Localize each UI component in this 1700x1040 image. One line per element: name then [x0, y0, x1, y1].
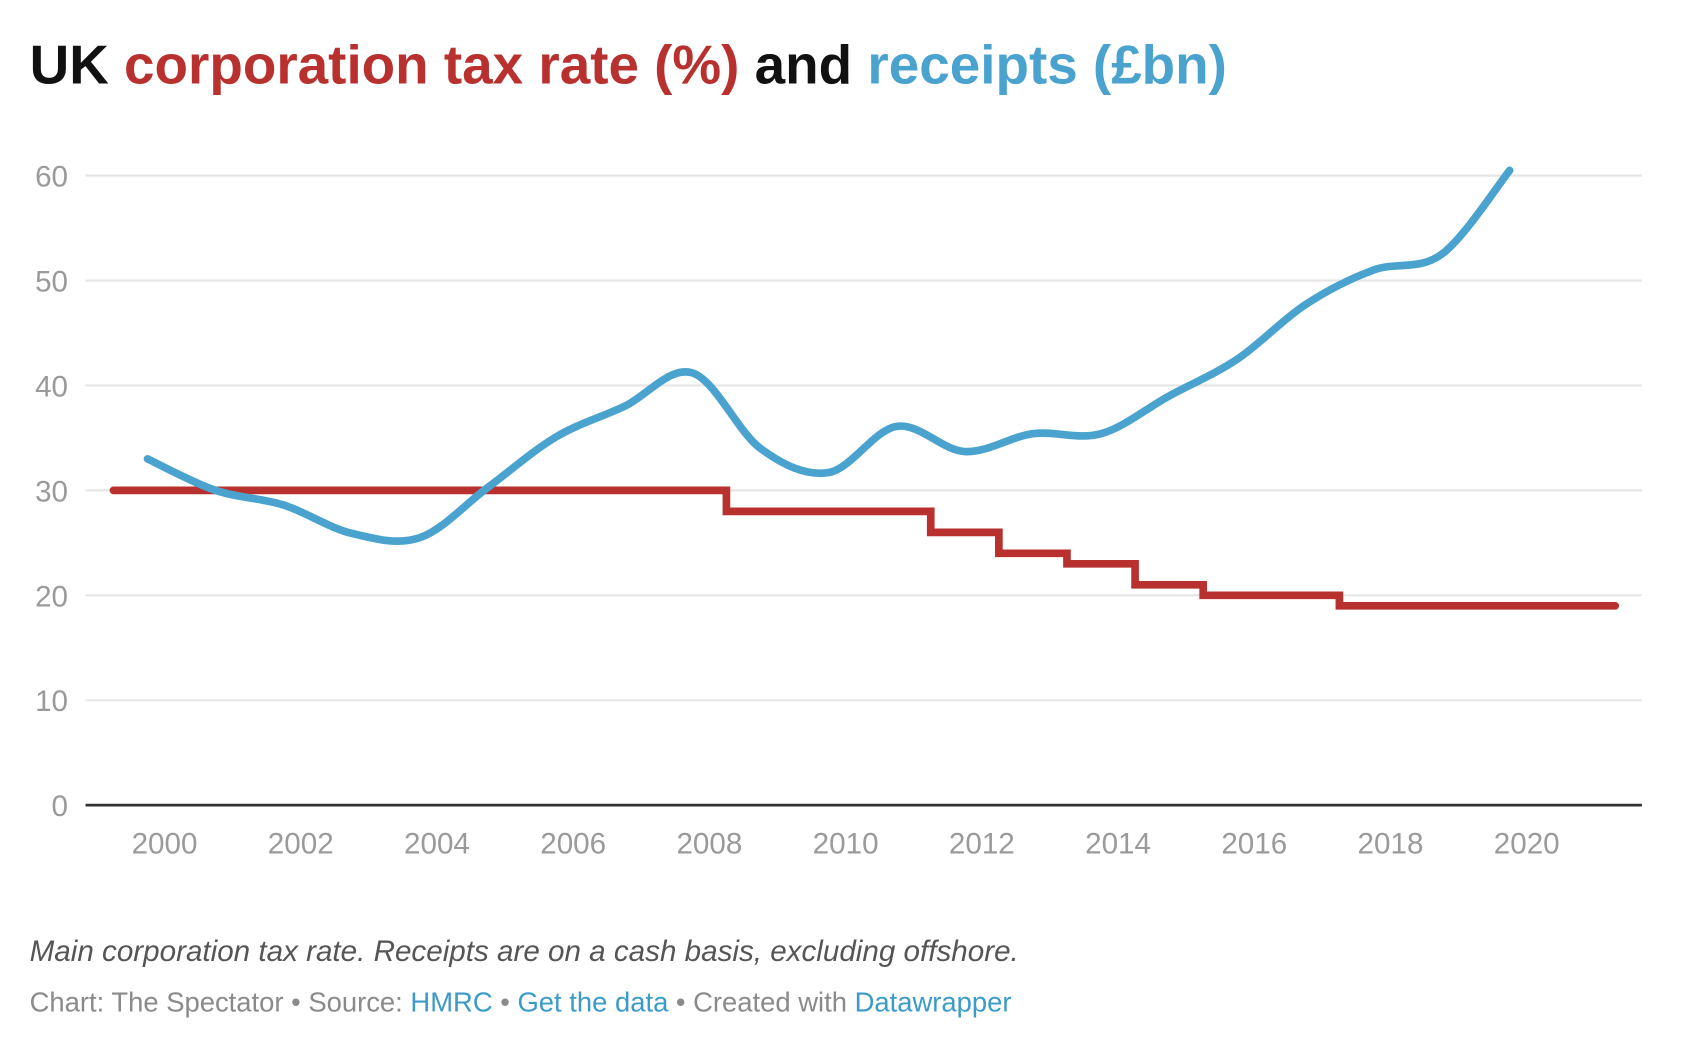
- footer-sep: •: [668, 986, 693, 1017]
- footer-sep: •: [493, 986, 518, 1017]
- y-tick-label: 20: [35, 580, 68, 613]
- y-axis: 0 10 20 30 40 50 60: [35, 161, 68, 824]
- chart-title: UK corporation tax rate (%) and receipts…: [30, 33, 1227, 95]
- source-link[interactable]: HMRC: [410, 986, 492, 1017]
- y-tick-label: 0: [52, 790, 68, 823]
- series: [109, 166, 1620, 610]
- title-part-and: and: [739, 33, 867, 95]
- x-tick-label: 2020: [1494, 827, 1560, 860]
- x-tick-label: 2018: [1358, 827, 1424, 860]
- footer-sep: •: [284, 986, 309, 1017]
- x-tick-label: 2016: [1221, 827, 1287, 860]
- footer-source-label: Source:: [308, 986, 410, 1017]
- y-tick-label: 50: [35, 266, 68, 299]
- chart-notes: Main corporation tax rate. Receipts are …: [30, 935, 1019, 968]
- x-tick-label: 2004: [404, 827, 470, 860]
- x-tick-label: 2006: [540, 827, 606, 860]
- x-tick-label: 2014: [1085, 827, 1151, 860]
- title-part-receipts: receipts (£bn): [867, 33, 1227, 95]
- datawrapper-link[interactable]: Datawrapper: [855, 986, 1012, 1017]
- receipts-line: [143, 166, 1514, 545]
- footer-created-with: Created with: [693, 986, 854, 1017]
- rate-line: [109, 486, 1620, 610]
- x-tick-label: 2012: [949, 827, 1015, 860]
- y-tick-label: 10: [35, 685, 68, 718]
- footer-credit: Chart: The Spectator: [30, 986, 284, 1017]
- title-part-rate: corporation tax rate (%): [124, 33, 739, 95]
- get-data-link[interactable]: Get the data: [517, 986, 669, 1017]
- x-tick-label: 2000: [132, 827, 198, 860]
- x-tick-label: 2002: [268, 827, 334, 860]
- x-axis: 2000 2002 2004 2006 2008 2010 2012 2014 2016 2018…: [132, 827, 1560, 860]
- chart-footer: Chart: The Spectator • Source: HMRC • Ge…: [30, 986, 1012, 1017]
- y-tick-label: 40: [35, 370, 68, 403]
- title-part-uk: UK: [30, 33, 124, 95]
- y-tick-label: 60: [35, 161, 68, 194]
- y-tick-label: 30: [35, 475, 68, 508]
- x-tick-label: 2008: [676, 827, 742, 860]
- x-tick-label: 2010: [813, 827, 879, 860]
